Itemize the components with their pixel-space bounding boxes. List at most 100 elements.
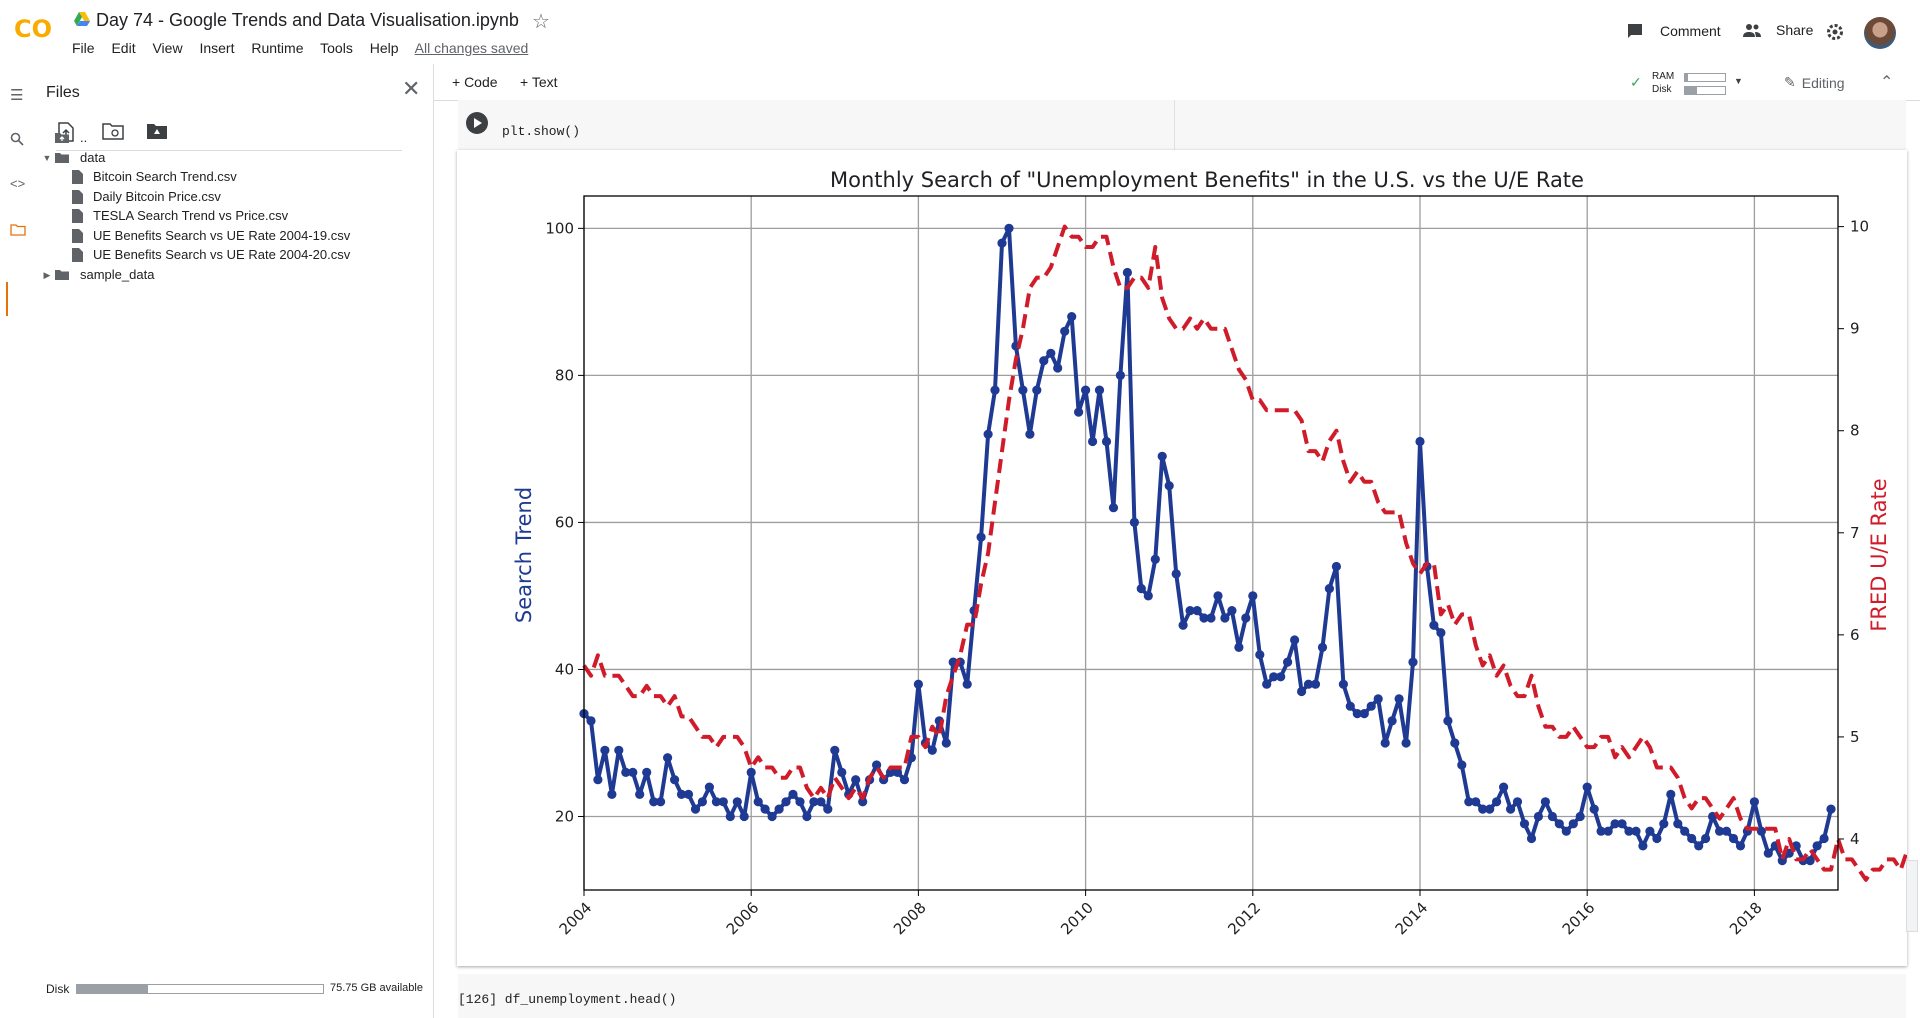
search-trend-point [649, 797, 659, 807]
menu-edit[interactable]: Edit [111, 40, 136, 56]
tree-item-label: sample_data [80, 267, 155, 282]
tree-item-sample-data-folder[interactable]: ▶ sample_data [40, 265, 155, 285]
y-tick-label: 40 [555, 660, 574, 678]
search-trend-point [760, 804, 770, 814]
search-trend-point [1408, 657, 1418, 667]
search-trend-point [1234, 642, 1244, 652]
collapse-header-icon[interactable]: ⌃ [1880, 74, 1894, 91]
search-trend-point [1415, 436, 1425, 447]
y-tick-label-right: 5 [1850, 728, 1860, 746]
search-trend-point [718, 797, 728, 807]
refresh-folder-icon[interactable] [102, 122, 124, 140]
run-cell-button[interactable] [466, 112, 488, 134]
search-trend-point [1603, 826, 1613, 836]
search-trend-point [1359, 709, 1369, 719]
search-trend-point [816, 797, 826, 807]
search-trend-point [1617, 819, 1627, 829]
code-cell[interactable]: plt.show() [458, 100, 1906, 150]
notebook-toolbar: + Code + Text ✓ RAM Disk ▼ ✎ Editing ⌃ [434, 64, 1920, 101]
people-icon [1743, 24, 1761, 37]
search-trend-point [1478, 804, 1488, 814]
close-icon[interactable]: ✕ [402, 76, 421, 101]
search-trend-point [1749, 797, 1759, 807]
add-code-button[interactable]: + Code [452, 74, 498, 90]
caret-down-icon[interactable]: ▼ [42, 153, 52, 163]
search-trend-point [1450, 738, 1460, 748]
tree-item-file[interactable]: TESLA Search Trend vs Price.csv [72, 206, 288, 226]
caret-down-icon[interactable]: ▼ [1734, 76, 1743, 86]
search-trend-point [1025, 429, 1035, 439]
search-trend-point [1039, 356, 1049, 366]
search-trend-point [1659, 819, 1669, 829]
search-trend-point [725, 811, 735, 822]
search-trend-point [1094, 385, 1105, 395]
tree-item-parent[interactable]: .. [54, 128, 87, 148]
search-icon[interactable] [10, 132, 24, 146]
user-avatar[interactable] [1864, 17, 1896, 49]
search-trend-point [1826, 804, 1836, 814]
star-icon[interactable]: ☆ [532, 11, 550, 33]
search-trend-point [913, 679, 923, 689]
google-drive-icon[interactable] [74, 12, 90, 26]
search-trend-point [1366, 701, 1376, 711]
search-trend-point [1185, 606, 1195, 616]
settings-gear-icon[interactable] [1826, 23, 1844, 41]
search-trend-point [823, 804, 833, 814]
search-trend-point [1081, 385, 1091, 395]
menu-tools[interactable]: Tools [320, 40, 353, 56]
files-pane-title: Files [46, 84, 80, 101]
ram-label: RAM [1652, 71, 1675, 82]
folder-up-icon [55, 133, 69, 143]
search-trend-point [753, 797, 763, 807]
comment-button[interactable]: Comment [1626, 22, 1721, 40]
folder-icon[interactable] [10, 224, 26, 236]
scrollbar[interactable] [1906, 860, 1918, 932]
table-of-contents-icon[interactable]: ☰ [10, 87, 24, 104]
add-text-button[interactable]: + Text [520, 74, 558, 90]
search-trend-point [663, 753, 673, 763]
app-header: CO Day 74 - Google Trends and Data Visua… [0, 0, 1920, 64]
notebook-title[interactable]: Day 74 - Google Trends and Data Visualis… [96, 10, 519, 30]
search-trend-point [1157, 451, 1167, 461]
search-trend-point [885, 767, 896, 778]
editing-mode-button[interactable]: ✎ Editing [1784, 74, 1845, 91]
search-trend-point [802, 811, 812, 822]
search-trend-point [1499, 782, 1509, 792]
search-trend-point [1492, 797, 1502, 807]
save-status-link[interactable]: All changes saved [414, 40, 529, 56]
menu-runtime[interactable]: Runtime [251, 40, 304, 56]
caret-right-icon[interactable]: ▶ [43, 270, 51, 280]
disk-label: Disk [1652, 84, 1672, 95]
menu-help[interactable]: Help [369, 40, 399, 56]
search-trend-point [656, 797, 666, 807]
search-trend-point [1575, 811, 1585, 822]
search-trend-point [711, 797, 721, 807]
share-button[interactable]: Share [1742, 22, 1813, 38]
code-cell[interactable]: [126] df_unemployment.head() [458, 974, 1906, 1018]
search-trend-point [593, 775, 603, 785]
tree-item-file[interactable]: Daily Bitcoin Price.csv [72, 187, 221, 207]
search-trend-point [1680, 826, 1690, 836]
y-tick-label-right: 9 [1850, 320, 1860, 338]
code-snippets-icon[interactable]: <> [10, 176, 26, 191]
tree-item-file[interactable]: UE Benefits Search vs UE Rate 2004-20.cs… [72, 245, 350, 265]
cell-code[interactable]: plt.show() [502, 124, 581, 139]
colab-logo-icon[interactable]: CO [14, 16, 54, 40]
search-trend-point [1046, 348, 1056, 358]
search-trend-point [858, 797, 868, 807]
menu-insert[interactable]: Insert [199, 40, 235, 56]
search-trend-point [1624, 826, 1634, 836]
tree-item-file[interactable]: Bitcoin Search Trend.csv [72, 167, 237, 187]
cell-code[interactable]: [126] df_unemployment.head() [458, 992, 677, 1007]
chart: Monthly Search of "Unemployment Benefits… [457, 150, 1910, 966]
menu-file[interactable]: File [72, 40, 95, 56]
menu-view[interactable]: View [152, 40, 183, 56]
mount-drive-icon[interactable] [146, 122, 168, 140]
tree-item-data-folder[interactable]: ▼ data [40, 148, 106, 168]
search-trend-point [1721, 826, 1732, 836]
y-axis-label-right: FRED U/E Rate [1867, 478, 1891, 631]
search-trend-point [1241, 613, 1251, 623]
tree-item-file[interactable]: UE Benefits Search vs UE Rate 2004-19.cs… [72, 226, 350, 246]
search-trend-point [1053, 363, 1063, 373]
search-trend-point [1638, 841, 1648, 851]
